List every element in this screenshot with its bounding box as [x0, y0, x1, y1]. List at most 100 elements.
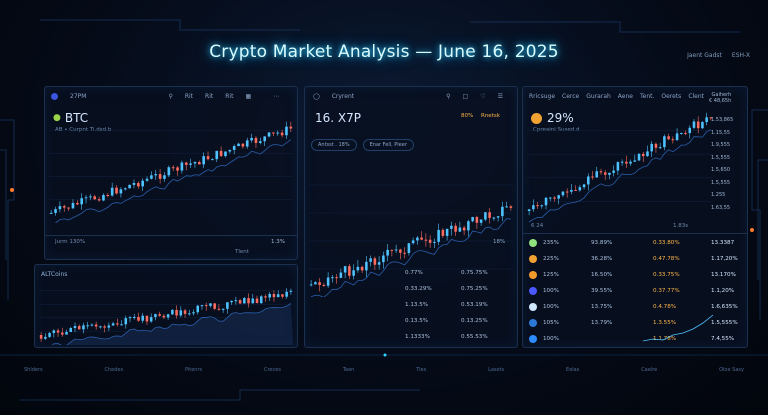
table-row[interactable]: 125% 16.50% 0.33.75% 13.170%: [529, 267, 743, 283]
candle: [488, 212, 491, 218]
cell: 1.3.55%: [653, 320, 677, 326]
candle: [701, 122, 704, 129]
cell: 125%: [543, 272, 559, 278]
candle: [264, 296, 267, 298]
table-row[interactable]: 100% 13.75% 0.4.78% 1.6,635%: [529, 299, 743, 315]
xrp-chip-1[interactable]: Antsst . 18%: [311, 139, 357, 151]
top-control-2[interactable]: ESH-X: [731, 52, 750, 59]
altcoins-candlestick-chart[interactable]: [39, 277, 293, 345]
table-row: 0.33.29% 0.75.25%: [405, 281, 513, 297]
candle: [285, 126, 288, 136]
xrp-chip-2[interactable]: Enar Fell, Pleer: [362, 139, 414, 151]
candle: [188, 313, 191, 315]
candle: [69, 328, 73, 332]
top-right-controls: Jaent Gadst ESH-X: [687, 52, 750, 59]
btc-toolbar-item-1[interactable]: Rit: [184, 93, 194, 100]
side-value: 1.5,555: [711, 179, 731, 186]
candle: [103, 326, 106, 328]
candle: [221, 308, 225, 310]
candle: [509, 206, 513, 208]
xrp-candlestick-chart[interactable]: [309, 157, 513, 297]
candle: [276, 294, 280, 298]
candle: [650, 143, 653, 152]
candle: [211, 159, 214, 161]
window-icon[interactable]: □: [462, 93, 469, 100]
table-row[interactable]: 235% 93.89% 0.33.80% 13.3387: [529, 235, 743, 251]
market-tab-2[interactable]: Gurarah: [586, 93, 611, 100]
candle: [150, 175, 153, 179]
mini-left: 6 24: [531, 223, 544, 229]
table-row[interactable]: 105% 13.79% 1.3.55% 1.5,555%: [529, 315, 743, 331]
cell: 0.4.78%: [653, 304, 677, 310]
candle: [94, 324, 98, 327]
candle: [128, 317, 132, 319]
market-tab-6[interactable]: Clent: [688, 93, 705, 100]
candle: [119, 189, 123, 194]
candle: [553, 197, 556, 199]
grid-icon[interactable]: ▦: [245, 93, 252, 100]
market-tab-1[interactable]: Cerce: [562, 93, 580, 100]
market-tab-3[interactable]: Aene: [617, 93, 633, 100]
candle: [77, 326, 81, 330]
candle: [479, 219, 483, 223]
search-icon[interactable]: ⚲: [168, 93, 173, 100]
btc-candlestick-chart[interactable]: [49, 107, 293, 223]
candle: [162, 315, 166, 318]
cell: 13.170%: [711, 272, 736, 278]
heart-icon[interactable]: ♡: [480, 93, 486, 100]
table-row[interactable]: 100% 39.55% 0.37.77% 1.1,20%: [529, 283, 743, 299]
candle: [89, 196, 92, 198]
candle: [189, 163, 192, 165]
timeline-label: Taen: [342, 367, 355, 373]
candle: [289, 126, 293, 129]
candle: [163, 175, 166, 179]
btc-toolbar-item-2[interactable]: Rit: [205, 93, 214, 100]
timeline-label: Eelas: [566, 367, 580, 373]
candle: [608, 172, 611, 175]
cell: 0.37.77%: [653, 288, 680, 294]
market-tab-5[interactable]: Oerets: [661, 93, 682, 100]
candle: [633, 160, 637, 162]
candle: [272, 132, 275, 134]
candle: [234, 300, 238, 302]
candle: [193, 162, 197, 164]
candle: [61, 332, 64, 335]
candle: [71, 202, 75, 209]
market-tab-0[interactable]: Rricsuge: [529, 93, 556, 100]
candle: [536, 205, 539, 207]
table-row[interactable]: 225% 36.28% 0.47.78% 1.17,20%: [529, 251, 743, 267]
market-coin-sub: Cpreaini Sused.d: [533, 127, 580, 133]
side-value: 1.63,55: [711, 204, 731, 211]
candle: [561, 191, 565, 196]
btc-toolbar-time[interactable]: 27PM: [70, 93, 87, 100]
timeline-label: Chedes: [104, 367, 124, 373]
candle: [335, 277, 338, 279]
search-icon[interactable]: ⚲: [446, 93, 451, 100]
candle: [667, 136, 670, 140]
candle: [671, 139, 675, 141]
top-control-1[interactable]: Jaent Gadst: [687, 52, 722, 59]
candle: [111, 323, 115, 326]
candle: [230, 300, 233, 303]
menu-icon[interactable]: ☰: [497, 93, 503, 100]
candle: [692, 121, 696, 128]
candle: [599, 171, 603, 173]
cell: 0.33.80%: [653, 240, 680, 246]
market-tab-4[interactable]: Tent.: [639, 93, 655, 100]
candle: [132, 183, 136, 185]
market-candlestick-chart[interactable]: [527, 107, 713, 225]
side-values: 1.53,865 1.15,55 1.9,555 1.5,555 1.5,650 1.5,…: [711, 117, 733, 217]
altcoins-panel: ALTCoins: [34, 264, 298, 348]
candle: [200, 305, 204, 307]
side-value: 1.9,555: [711, 142, 731, 148]
more-icon[interactable]: ⋯: [273, 93, 280, 100]
candle: [272, 293, 276, 298]
cell: 1.13.5%: [405, 302, 429, 308]
table-row: 0.77% 0.75.75%: [405, 265, 513, 281]
xrp-toolbar-label[interactable]: Cryrent: [331, 93, 355, 100]
coin-icon: [529, 255, 537, 263]
candle: [110, 187, 114, 196]
candle: [149, 317, 153, 322]
btc-toolbar-item-3[interactable]: Rit: [225, 93, 234, 100]
timeline-label: Lasets: [488, 367, 505, 373]
